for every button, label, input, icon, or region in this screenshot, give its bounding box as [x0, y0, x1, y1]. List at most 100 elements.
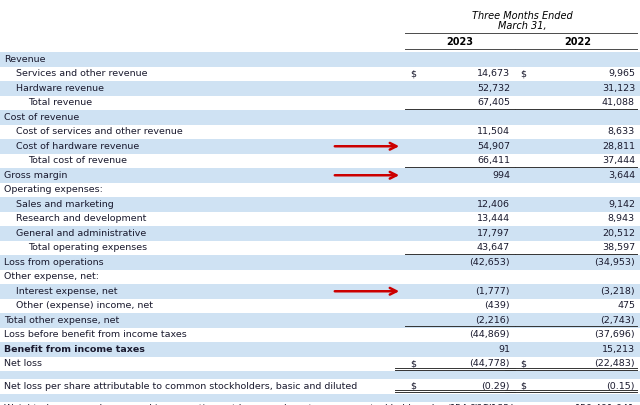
Text: 43,647: 43,647	[477, 243, 510, 252]
Text: 8,633: 8,633	[608, 127, 635, 136]
Text: Loss before benefit from income taxes: Loss before benefit from income taxes	[4, 330, 187, 339]
Text: 15,213: 15,213	[602, 345, 635, 354]
Text: 9,965: 9,965	[608, 69, 635, 78]
Text: 67,405: 67,405	[477, 98, 510, 107]
Bar	[0, 96, 640, 110]
Text: Total cost of revenue: Total cost of revenue	[28, 156, 127, 165]
Text: 28,811: 28,811	[602, 142, 635, 151]
Bar	[0, 298, 640, 313]
Text: (0.29): (0.29)	[481, 382, 510, 391]
Text: (42,653): (42,653)	[469, 258, 510, 267]
Text: 37,444: 37,444	[602, 156, 635, 165]
Text: (0.15): (0.15)	[607, 382, 635, 391]
Text: 9,142: 9,142	[608, 200, 635, 209]
Text: 52,732: 52,732	[477, 84, 510, 93]
Text: $: $	[410, 359, 416, 368]
Text: $: $	[410, 69, 416, 78]
Text: Total revenue: Total revenue	[28, 98, 92, 107]
Text: 91: 91	[498, 345, 510, 354]
Bar	[0, 211, 640, 226]
Text: 475: 475	[617, 301, 635, 310]
Text: Other expense, net:: Other expense, net:	[4, 272, 99, 281]
Bar	[0, 371, 640, 379]
Text: 14,673: 14,673	[477, 69, 510, 78]
Text: Cost of services and other revenue: Cost of services and other revenue	[16, 127, 183, 136]
Bar	[0, 110, 640, 124]
Bar	[0, 153, 640, 168]
Text: 2023: 2023	[447, 37, 474, 47]
Text: (3,218): (3,218)	[600, 287, 635, 296]
Text: 11,504: 11,504	[477, 127, 510, 136]
Text: Total other expense, net: Total other expense, net	[4, 316, 119, 325]
Bar	[0, 379, 640, 394]
Bar	[0, 81, 640, 96]
Text: 31,123: 31,123	[602, 84, 635, 93]
Bar	[0, 255, 640, 269]
Text: 20,512: 20,512	[602, 229, 635, 238]
Bar	[0, 313, 640, 328]
Text: (34,953): (34,953)	[595, 258, 635, 267]
Bar	[0, 284, 640, 298]
Text: Benefit from income taxes: Benefit from income taxes	[4, 345, 145, 354]
Text: Interest expense, net: Interest expense, net	[16, 287, 118, 296]
Text: Cost of hardware revenue: Cost of hardware revenue	[16, 142, 140, 151]
Bar	[0, 52, 640, 66]
Text: Net loss per share attributable to common stockholders, basic and diluted: Net loss per share attributable to commo…	[4, 382, 357, 391]
Bar	[0, 139, 640, 153]
Bar	[0, 168, 640, 183]
Text: 3,644: 3,644	[608, 171, 635, 180]
Text: 994: 994	[492, 171, 510, 180]
Text: (1,777): (1,777)	[476, 287, 510, 296]
Bar	[0, 356, 640, 371]
Text: 12,406: 12,406	[477, 200, 510, 209]
Text: Total operating expenses: Total operating expenses	[28, 243, 147, 252]
Text: (44,778): (44,778)	[470, 359, 510, 368]
Text: Three Months Ended: Three Months Ended	[472, 11, 573, 21]
Text: 2022: 2022	[564, 37, 591, 47]
Text: Revenue: Revenue	[4, 55, 45, 64]
Bar	[0, 241, 640, 255]
Text: Hardware revenue: Hardware revenue	[16, 84, 104, 93]
Text: Services and other revenue: Services and other revenue	[16, 69, 147, 78]
Text: $: $	[410, 382, 416, 391]
Text: $: $	[520, 359, 526, 368]
Bar	[0, 183, 640, 197]
Bar	[0, 401, 640, 405]
Bar	[0, 66, 640, 81]
Text: 41,088: 41,088	[602, 98, 635, 107]
Bar	[0, 342, 640, 356]
Text: 8,943: 8,943	[608, 214, 635, 223]
Text: Loss from operations: Loss from operations	[4, 258, 104, 267]
Text: 154,966,163: 154,966,163	[450, 404, 510, 405]
Text: (22,483): (22,483)	[595, 359, 635, 368]
Text: Other (expense) income, net: Other (expense) income, net	[16, 301, 153, 310]
Text: 17,797: 17,797	[477, 229, 510, 238]
Text: Weighted-average shares used in computing net loss per share to common stockhold: Weighted-average shares used in computin…	[4, 404, 513, 405]
Bar	[0, 328, 640, 342]
Text: (2,216): (2,216)	[476, 316, 510, 325]
Text: (439): (439)	[484, 301, 510, 310]
Text: Research and development: Research and development	[16, 214, 147, 223]
Text: 66,411: 66,411	[477, 156, 510, 165]
Bar	[0, 124, 640, 139]
Bar	[0, 394, 640, 401]
Bar	[0, 269, 640, 284]
Text: March 31,: March 31,	[498, 21, 547, 31]
Text: (37,696): (37,696)	[595, 330, 635, 339]
Text: $: $	[520, 382, 526, 391]
Text: (44,869): (44,869)	[470, 330, 510, 339]
Text: Sales and marketing: Sales and marketing	[16, 200, 114, 209]
Text: 54,907: 54,907	[477, 142, 510, 151]
Text: Net loss: Net loss	[4, 359, 42, 368]
Text: (2,743): (2,743)	[600, 316, 635, 325]
Text: $: $	[520, 69, 526, 78]
Bar	[0, 226, 640, 241]
Text: 13,444: 13,444	[477, 214, 510, 223]
Bar	[0, 197, 640, 211]
Text: 150,491,041: 150,491,041	[575, 404, 635, 405]
Text: Operating expenses:: Operating expenses:	[4, 185, 103, 194]
Text: 38,597: 38,597	[602, 243, 635, 252]
Text: General and administrative: General and administrative	[16, 229, 147, 238]
Text: Gross margin: Gross margin	[4, 171, 67, 180]
Text: Cost of revenue: Cost of revenue	[4, 113, 79, 122]
